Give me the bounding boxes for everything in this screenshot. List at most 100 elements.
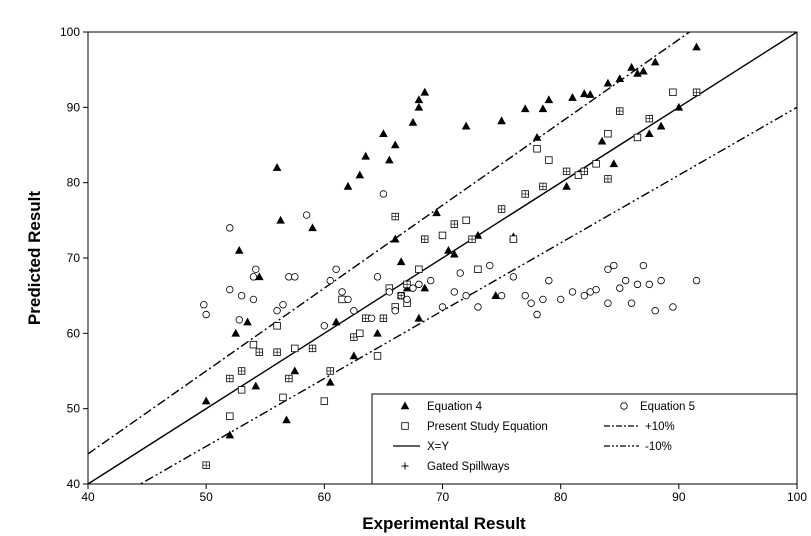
data-point-circle bbox=[391, 307, 399, 315]
data-point-triangle bbox=[644, 129, 654, 137]
axis-ticks: 40 50 60 70 80 90 100 40 50 60 70 80 90 100 bbox=[60, 25, 807, 504]
data-point-triangle bbox=[379, 129, 388, 137]
data-point-circle bbox=[651, 307, 659, 315]
data-point-circle bbox=[326, 276, 334, 285]
data-point-triangle bbox=[692, 42, 701, 51]
data-point-triangle bbox=[450, 249, 459, 258]
data-point-triangle bbox=[461, 121, 471, 130]
data-point-circle bbox=[426, 276, 435, 285]
data-point-triangle bbox=[568, 93, 577, 101]
data-point-square bbox=[291, 344, 299, 353]
y-tick-label: 70 bbox=[67, 251, 81, 265]
data-point-square bbox=[633, 133, 642, 142]
reference-line--10% bbox=[139, 106, 797, 484]
data-point-square bbox=[574, 171, 583, 179]
data-point-triangle bbox=[272, 163, 282, 171]
data-point-triangle bbox=[396, 257, 406, 266]
data-point-triangle bbox=[562, 181, 571, 190]
data-point-circle bbox=[639, 261, 648, 270]
data-point-triangle bbox=[432, 208, 441, 217]
data-point-triangle bbox=[609, 159, 619, 168]
data-point-circle bbox=[344, 295, 352, 304]
data-point-circle bbox=[409, 284, 417, 292]
data-point-square bbox=[592, 160, 600, 168]
data-point-triangle bbox=[231, 328, 241, 337]
data-point-triangle bbox=[420, 87, 430, 96]
data-point-circle bbox=[545, 276, 553, 285]
data-point-circle bbox=[249, 295, 258, 304]
data-point-circle bbox=[332, 265, 340, 273]
x-tick-label: 90 bbox=[672, 490, 686, 504]
data-point-triangle bbox=[544, 95, 554, 104]
data-point-circle bbox=[273, 307, 281, 315]
data-point-circle bbox=[450, 288, 459, 296]
legend-label: Equation 5 bbox=[640, 401, 695, 413]
data-point-triangle bbox=[633, 68, 642, 77]
data-point-triangle bbox=[615, 74, 625, 83]
data-point-square bbox=[279, 393, 287, 402]
data-point-triangle bbox=[491, 291, 500, 299]
data-point-square bbox=[415, 265, 423, 273]
data-point-square bbox=[438, 231, 447, 240]
legend-label: X=Y bbox=[427, 441, 449, 453]
data-point-circle bbox=[226, 285, 234, 294]
data-point-triangle bbox=[473, 230, 483, 239]
data-point-square bbox=[237, 386, 246, 394]
data-point-triangle bbox=[444, 245, 453, 254]
data-point-square bbox=[533, 145, 541, 153]
data-point-circle bbox=[338, 288, 346, 296]
data-point-square bbox=[474, 265, 482, 273]
data-point-circle bbox=[438, 303, 447, 311]
x-tick-label: 50 bbox=[199, 490, 213, 504]
data-point-circle bbox=[252, 265, 260, 273]
legend-label: -10% bbox=[645, 441, 672, 453]
legend-marker-triangle bbox=[400, 401, 410, 410]
legend-marker-circle bbox=[620, 402, 628, 410]
data-point-circle bbox=[373, 273, 382, 281]
data-point-triangle bbox=[532, 132, 542, 141]
data-point-square bbox=[509, 235, 518, 243]
data-point-circle bbox=[226, 224, 234, 232]
data-point-square bbox=[373, 352, 382, 360]
legend: Equation 4 Equation 5 Present Study Equati… bbox=[371, 393, 798, 485]
data-point-circle bbox=[385, 288, 394, 296]
data-point-circle bbox=[291, 273, 299, 281]
data-point-triangle bbox=[656, 121, 666, 130]
data-point-circle bbox=[533, 310, 541, 319]
data-point-circle bbox=[669, 303, 677, 311]
data-point-circle bbox=[521, 291, 529, 300]
data-point-circle bbox=[657, 276, 665, 285]
data-point-triangle bbox=[414, 95, 424, 104]
data-point-triangle bbox=[603, 78, 613, 87]
data-point-square bbox=[604, 129, 612, 138]
data-point-circle bbox=[302, 211, 311, 219]
data-point-triangle bbox=[414, 313, 424, 322]
data-point-circle bbox=[645, 280, 653, 289]
data-point-triangle bbox=[308, 223, 317, 232]
data-point-circle bbox=[403, 295, 411, 304]
y-tick-label: 60 bbox=[67, 326, 81, 340]
data-point-triangle bbox=[234, 245, 244, 254]
data-point-triangle bbox=[420, 283, 430, 292]
data-point-circle bbox=[486, 261, 494, 270]
data-point-triangle bbox=[355, 170, 365, 179]
data-point-circle bbox=[604, 265, 612, 273]
data-point-triangle bbox=[390, 140, 400, 149]
data-point-triangle bbox=[390, 234, 400, 243]
data-point-square bbox=[669, 88, 677, 96]
data-point-circle bbox=[200, 301, 208, 309]
legend-box bbox=[371, 393, 798, 485]
data-point-circle bbox=[527, 299, 535, 307]
data-point-circle bbox=[556, 295, 565, 304]
data-point-triangle bbox=[627, 62, 636, 71]
data-point-triangle bbox=[414, 102, 424, 111]
data-point-circle bbox=[456, 269, 464, 277]
data-point-triangle bbox=[373, 328, 382, 337]
x-tick-label: 70 bbox=[436, 490, 450, 504]
data-point-triangle bbox=[580, 89, 589, 98]
x-tick-label: 60 bbox=[318, 490, 332, 504]
data-point-triangle bbox=[408, 117, 418, 126]
data-point-triangle bbox=[276, 215, 285, 224]
y-tick-label: 50 bbox=[67, 402, 81, 416]
